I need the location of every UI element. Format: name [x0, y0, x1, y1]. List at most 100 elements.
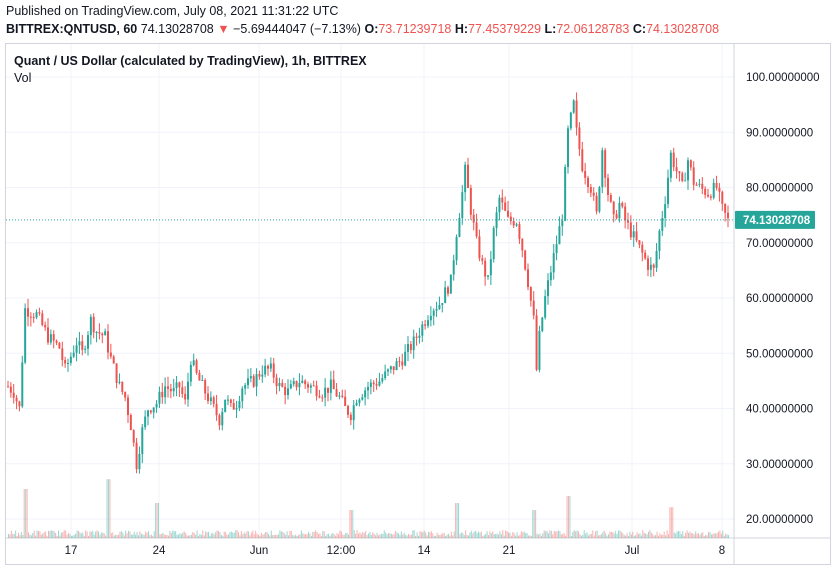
candle-body [498, 197, 501, 213]
candle-body [515, 224, 518, 226]
volume-bar [135, 534, 137, 538]
volume-bar [175, 531, 177, 538]
candle-body [24, 308, 27, 363]
volume-bar [339, 530, 341, 538]
chart-frame[interactable] [5, 43, 831, 565]
candle-body [41, 313, 44, 325]
volume-bar [89, 531, 91, 538]
candle-body [384, 371, 387, 379]
candle-body [649, 264, 652, 270]
volume-bar [196, 530, 198, 538]
volume-bar [238, 532, 239, 538]
volume-bar [30, 535, 32, 538]
volume-bar [583, 530, 585, 538]
volume-bar [192, 532, 194, 538]
volume-bar [666, 530, 668, 538]
volume-bar [560, 534, 562, 538]
candle-body [707, 194, 709, 197]
volume-bar [368, 533, 369, 538]
volume-bar [568, 496, 569, 538]
volume-bar [179, 533, 181, 538]
volume-bar [303, 534, 305, 538]
volume-bar [676, 531, 678, 538]
candle-body [349, 414, 352, 421]
candle-body [281, 383, 284, 387]
volume-bar [9, 534, 11, 538]
candle-body [715, 182, 718, 188]
volume-bar [503, 535, 505, 538]
volume-bar [700, 532, 702, 538]
candle-body [152, 407, 155, 413]
volume-bar [169, 530, 171, 538]
volume-bar [292, 534, 294, 538]
volume-bar [35, 535, 37, 538]
volume-bar [390, 533, 392, 538]
volume-bar [70, 535, 72, 538]
volume-bar [25, 489, 27, 538]
volume-bar [445, 535, 447, 538]
volume-bar [376, 532, 378, 538]
candle-body [495, 212, 498, 229]
volume-bar [155, 503, 157, 538]
volume-bar [458, 503, 459, 538]
volume-bar [628, 535, 629, 538]
volume-bar [329, 535, 331, 538]
volume-bar [158, 503, 159, 538]
candle-body [107, 331, 109, 353]
candle-body [378, 381, 381, 386]
candle-body [521, 239, 524, 251]
volume-bar [483, 534, 485, 538]
volume-bar [202, 530, 204, 538]
volume-bar [592, 530, 594, 538]
volume-bar [113, 535, 115, 538]
volume-bar [459, 533, 461, 538]
low-value: 72.06128783 [556, 22, 630, 36]
volume-bar [600, 534, 602, 538]
published-line: Published on TradingView.com, July 08, 2… [6, 4, 339, 18]
volume-bar [498, 534, 499, 538]
close-label: C: [632, 22, 647, 36]
candle-body [604, 150, 607, 178]
volume-bar [253, 534, 255, 538]
volume-bar [122, 532, 124, 538]
volume-bar [536, 533, 538, 538]
volume-bar [69, 533, 71, 538]
candle-body [501, 197, 504, 203]
volume-bar [525, 533, 527, 538]
candle-body [367, 386, 369, 391]
candle-body [615, 214, 618, 219]
volume-bar [372, 532, 374, 538]
volume-bar [259, 535, 261, 538]
volume-bar [95, 531, 97, 538]
candle-body [235, 408, 238, 410]
volume-bar [675, 533, 677, 538]
candle-body [589, 186, 592, 193]
candle-body [698, 183, 701, 185]
price-tick-label: 70.00000000 [746, 238, 813, 250]
volume-bar [255, 530, 257, 538]
legend-vol: Vol [14, 71, 32, 85]
candle-body [115, 363, 118, 383]
volume-bar [603, 530, 605, 538]
candle-body [64, 359, 67, 364]
candle-body [509, 216, 512, 222]
candle-body [201, 380, 204, 382]
candle-body [429, 315, 432, 321]
volume-bar [336, 532, 338, 538]
volume-bar [349, 510, 351, 538]
volume-bar [148, 531, 149, 538]
volume-bar [308, 531, 309, 538]
volume-bar [72, 535, 74, 538]
high-value: 77.45379229 [468, 22, 542, 36]
volume-bar [283, 533, 285, 538]
candle-body [558, 226, 561, 245]
volume-bar [672, 507, 674, 538]
volume-bar [189, 535, 191, 538]
volume-bar [306, 534, 308, 538]
volume-bar [215, 532, 217, 538]
candle-body [275, 377, 278, 387]
volume-bar [188, 535, 189, 538]
volume-bar [659, 533, 661, 538]
candle-body [412, 336, 415, 351]
